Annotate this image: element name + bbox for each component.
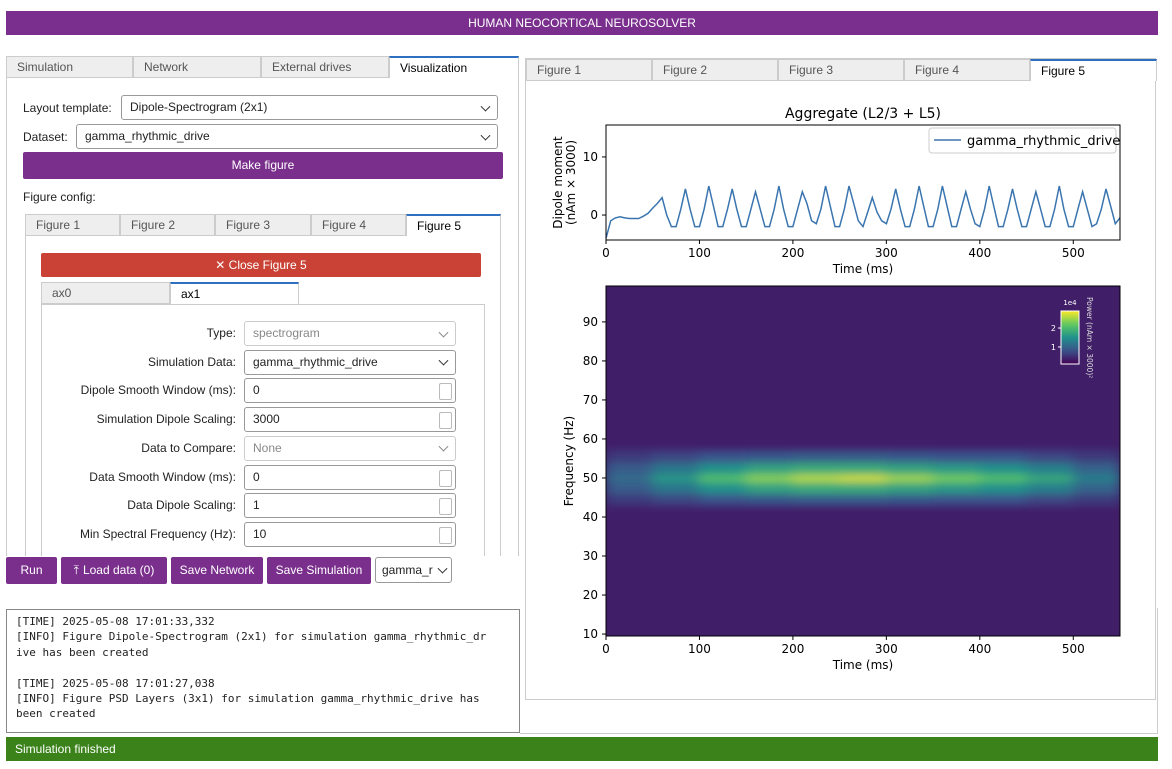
tab[interactable]: Figure 3: [215, 214, 311, 236]
input[interactable]: 0: [244, 378, 456, 404]
chevron: [437, 563, 448, 574]
button[interactable]: Save Simulation: [267, 557, 371, 584]
tab[interactable]: Figure 2: [652, 59, 778, 81]
input-value: 0: [253, 383, 260, 398]
input[interactable]: 10: [244, 521, 456, 547]
spinner: [439, 383, 452, 401]
log-line: [TIME] 2025-05-08 17:01:33,332: [16, 615, 215, 628]
ax-tabs: ax0 ax1: [41, 282, 299, 304]
button-text: Load data (0): [82, 563, 155, 577]
input-value: 3000: [253, 412, 280, 427]
status-text: Simulation finished: [15, 742, 116, 756]
field-label: Data to Compare:: [141, 440, 236, 455]
field-label: Dipole Smooth Window (ms):: [80, 383, 236, 398]
input-value: None: [253, 440, 282, 455]
label: Dataset:: [23, 130, 68, 144]
left-panel: Simulation Network External drives Visualiz…: [6, 56, 519, 556]
input[interactable]: gamma_rhythmic_drive: [244, 349, 456, 375]
input[interactable]: None: [244, 435, 456, 461]
input[interactable]: 1: [244, 493, 456, 519]
field-label: Type:: [206, 326, 236, 340]
right-panel: Figure 1 Figure 2 Figure 3 Figure 4 Figure 5: [525, 58, 1157, 700]
tab[interactable]: Simulation: [6, 56, 133, 78]
select[interactable]: Dipole-Spectrogram (2x1): [121, 95, 498, 120]
select-value: gamma_rhythmic_drive: [85, 129, 210, 143]
upload-icon: ⤒: [73, 563, 79, 577]
tab[interactable]: ax0: [41, 282, 170, 304]
tab[interactable]: Figure 4: [904, 59, 1030, 81]
chevron: [438, 355, 449, 366]
figure-tabs: Figure 1 Figure 2 Figure 3 Figure 4 Figure 5: [25, 214, 501, 236]
input[interactable]: 0: [244, 464, 456, 490]
field-label: Simulation Dipole Scaling:: [96, 412, 236, 427]
visualization-pane: Layout template: Dipole-Spectrogram (2x1…: [6, 78, 519, 556]
input[interactable]: 3000: [244, 407, 456, 433]
chevron: [438, 327, 449, 338]
log-line: [INFO] Figure PSD Layers (3x1) for simul…: [16, 692, 480, 706]
button-text: Run: [20, 563, 43, 577]
button-text: Save Network: [179, 563, 255, 577]
input-value: spectrogram: [253, 326, 320, 340]
log-line: [TIME] 2025-05-08 17:01:27,038: [16, 676, 215, 690]
spinner: [439, 469, 452, 487]
tab[interactable]: Figure 3: [778, 59, 904, 81]
input-value: 10: [253, 526, 267, 541]
tab[interactable]: Network: [133, 56, 261, 78]
select[interactable]: gamma_rhythmic_drive: [76, 124, 498, 149]
header: HUMAN NEOCORTICAL NEUROSOLVER: [6, 11, 1158, 35]
header-title: HUMAN NEOCORTICAL NEUROSOLVER: [468, 16, 696, 30]
figure-pane: ✕ Close Figure 5 ax0 ax1 Type: spectrogram…: [25, 236, 501, 556]
input[interactable]: spectrogram: [244, 321, 456, 346]
close-button[interactable]: ✕ Close Figure 5: [41, 253, 481, 277]
tab[interactable]: Figure 2: [120, 214, 215, 236]
tab[interactable]: External drives: [261, 56, 389, 78]
spacer: [16, 660, 519, 675]
input-value: 0: [253, 469, 260, 484]
button[interactable]: ⤒ Load data (0): [61, 557, 167, 584]
spinner: [439, 412, 452, 430]
button[interactable]: Run: [6, 557, 57, 584]
tab[interactable]: Figure 5: [1030, 59, 1157, 81]
field-label: Data Dipole Scaling:: [127, 498, 236, 513]
log-line: ive has been created: [16, 645, 149, 659]
label: Layout template:: [23, 101, 112, 115]
select[interactable]: gamma_r: [375, 557, 452, 583]
tab[interactable]: Figure 1: [25, 214, 120, 236]
spinner: [439, 498, 452, 516]
form: Type: spectrogram Simulation Data: gamma_rh…: [41, 304, 485, 556]
select-value: Dipole-Spectrogram (2x1): [130, 100, 268, 114]
input-value: gamma_rhythmic_drive: [253, 354, 378, 369]
log: [TIME] 2025-05-08 17:01:33,332 [INFO] Fig…: [6, 609, 520, 733]
log-line: [INFO] Figure Dipole-Spectrogram (2x1) f…: [16, 630, 487, 644]
tab[interactable]: Visualization: [389, 56, 519, 78]
tab[interactable]: Figure 1: [526, 59, 652, 81]
status-bar: Simulation finished: [6, 737, 1158, 761]
field-label: Simulation Data:: [147, 354, 236, 369]
field-label: Min Spectral Frequency (Hz):: [79, 526, 236, 541]
select-value: gamma_r: [382, 563, 433, 577]
field-label: Data Smooth Window (ms):: [89, 469, 236, 484]
input-value: 1: [253, 498, 260, 513]
chevron: [438, 441, 449, 452]
tab[interactable]: Figure 4: [311, 214, 406, 236]
button-bar: Run ⤒ Load data (0) Save Network Save Simula…: [6, 557, 466, 584]
button[interactable]: Make figure: [23, 152, 503, 179]
button[interactable]: Save Network: [171, 557, 263, 584]
spinner: [439, 526, 452, 544]
button-text: Save Simulation: [275, 563, 363, 577]
tab[interactable]: Figure 5: [406, 214, 501, 236]
label: Figure config:: [23, 190, 96, 204]
frame: [520, 608, 1158, 734]
tab[interactable]: ax1: [170, 282, 299, 304]
log-line: been created: [16, 707, 96, 721]
